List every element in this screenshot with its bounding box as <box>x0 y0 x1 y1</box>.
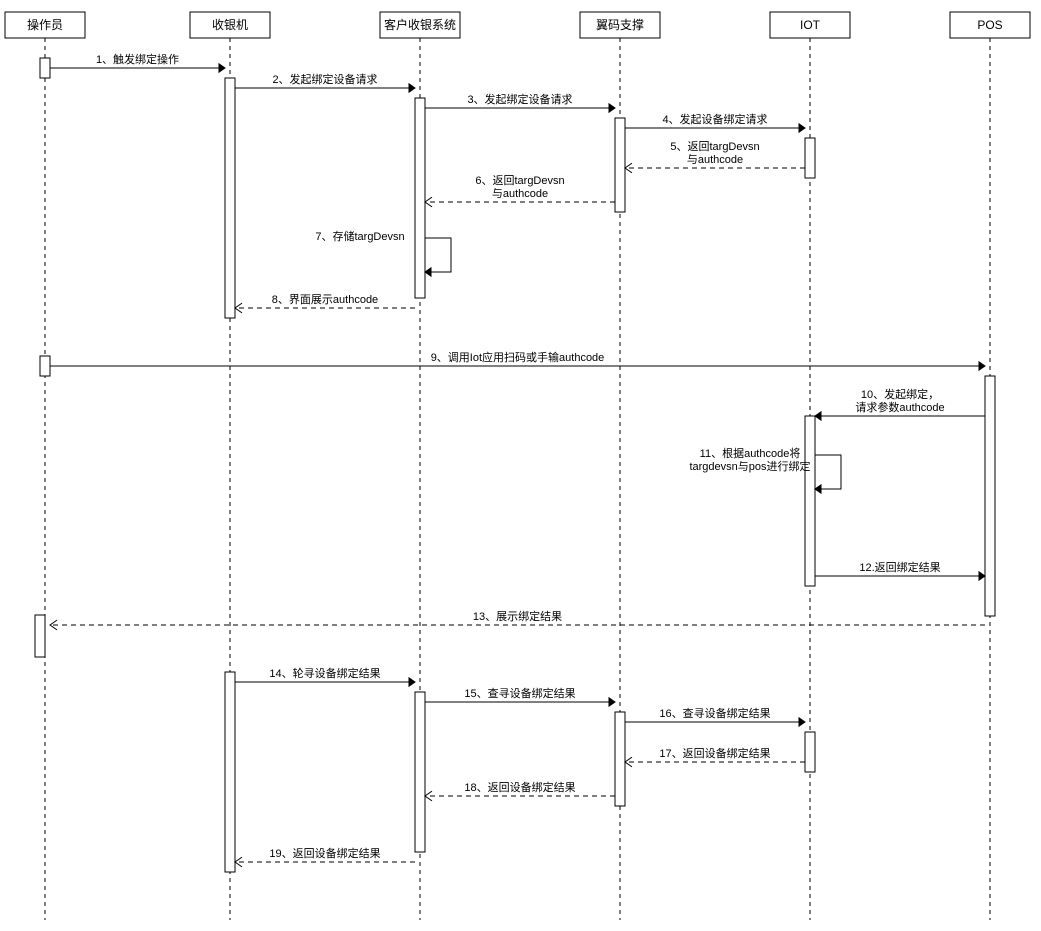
activation-iot-7 <box>805 416 815 586</box>
message-label-6: 6、返回targDevsn <box>475 174 564 187</box>
message-label-10: 10、发起绑定， <box>861 387 939 401</box>
message-label-13: 13、展示绑定结果 <box>473 609 562 623</box>
activation-cash-1 <box>225 78 235 318</box>
message-label-18: 18、返回设备绑定结果 <box>464 780 575 794</box>
message-self-11 <box>815 455 841 489</box>
sequence-diagram: 操作员 收银机 客户收银系统 翼码支撑 IOT POS 1、触发绑定操作 2、发起绑定设备请求… <box>0 0 1041 931</box>
activation-iot-12 <box>805 732 815 772</box>
message-label-7: 7、存储targDevsn <box>315 229 404 243</box>
message-label-15: 15、查寻设备绑定结果 <box>464 686 575 700</box>
arrowhead <box>409 678 415 686</box>
activation-sys-2 <box>415 98 425 298</box>
message-label-11: targdevsn与pos进行绑定 <box>689 459 810 473</box>
activation-op-5 <box>40 356 50 376</box>
activation-op-0 <box>40 58 50 78</box>
arrowhead <box>409 84 415 92</box>
message-label-10: 请求参数authcode <box>855 400 944 414</box>
activation-wing-3 <box>615 118 625 212</box>
message-label-17: 17、返回设备绑定结果 <box>659 746 770 760</box>
activation-cash-9 <box>225 672 235 872</box>
message-label-12: 12.返回绑定结果 <box>859 560 940 574</box>
activation-wing-11 <box>615 712 625 806</box>
activation-op-8 <box>35 615 45 657</box>
lifeline-label-pos: POS <box>977 18 1002 32</box>
arrowhead <box>799 124 805 132</box>
message-label-11: 11、根据authcode将 <box>700 446 801 460</box>
message-label-1: 1、触发绑定操作 <box>96 52 179 66</box>
activation-sys-10 <box>415 692 425 852</box>
arrowhead <box>219 64 225 72</box>
message-label-9: 9、调用Iot应用扫码或手输authcode <box>431 350 605 364</box>
lifeline-label-op: 操作员 <box>27 17 63 32</box>
lifeline-label-wing: 翼码支撑 <box>596 17 644 32</box>
arrowhead <box>609 698 615 706</box>
lifeline-label-cash: 收银机 <box>212 18 248 32</box>
message-label-3: 3、发起绑定设备请求 <box>467 92 572 106</box>
message-label-6: 与authcode <box>492 187 548 200</box>
message-label-16: 16、查寻设备绑定结果 <box>659 706 770 720</box>
message-label-19: 19、返回设备绑定结果 <box>269 846 380 860</box>
message-label-5: 5、返回targDevsn <box>670 140 759 153</box>
arrowhead <box>609 104 615 112</box>
arrowhead <box>425 268 431 276</box>
arrowhead <box>979 572 985 580</box>
message-label-8: 8、界面展示authcode <box>272 293 378 306</box>
message-label-4: 4、发起设备绑定请求 <box>662 112 767 126</box>
message-label-2: 2、发起绑定设备请求 <box>272 72 377 86</box>
arrowhead <box>815 412 821 420</box>
activation-iot-4 <box>805 138 815 178</box>
message-label-14: 14、轮寻设备绑定结果 <box>269 666 380 680</box>
message-self-7 <box>425 238 451 272</box>
activation-pos-6 <box>985 376 995 616</box>
arrowhead <box>815 485 821 493</box>
arrowhead <box>799 718 805 726</box>
lifeline-label-sys: 客户收银系统 <box>384 17 456 32</box>
message-label-5: 与authcode <box>687 153 743 166</box>
lifeline-label-iot: IOT <box>800 18 821 32</box>
arrowhead <box>979 362 985 370</box>
